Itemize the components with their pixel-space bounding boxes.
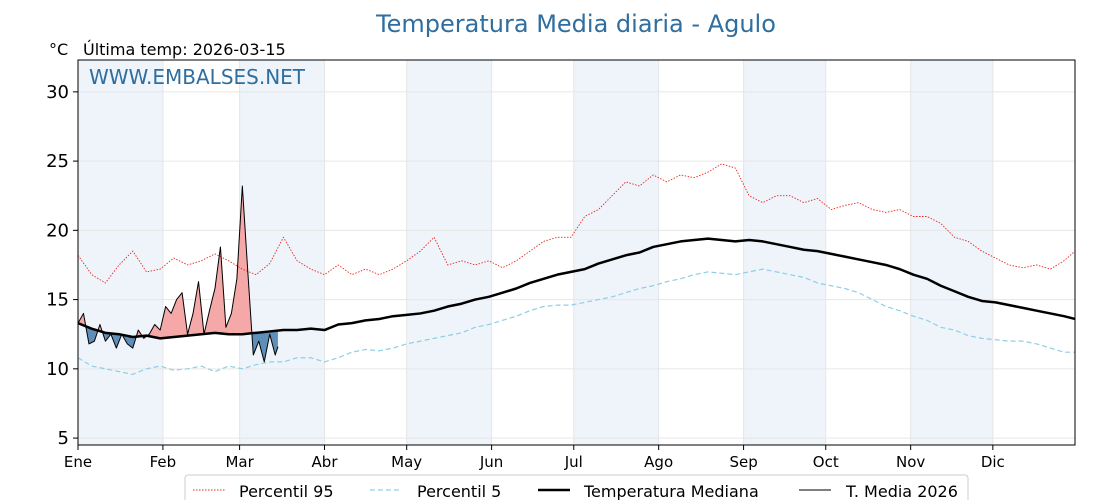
plot-frame bbox=[77, 59, 1076, 446]
chart-title: Temperatura Media diaria - Agulo bbox=[375, 10, 776, 38]
month-bands bbox=[78, 60, 993, 445]
y-tick-label: 10 bbox=[46, 359, 69, 380]
grid-lines bbox=[77, 60, 1075, 445]
month-band bbox=[743, 60, 826, 445]
x-tick-label: Oct bbox=[813, 453, 839, 471]
x-tick-label: Jun bbox=[479, 453, 503, 471]
last-temp-subtitle: Última temp: 2026-03-15 bbox=[83, 40, 286, 59]
x-tick-label: Ago bbox=[644, 453, 673, 471]
x-tick-label: Jul bbox=[564, 453, 583, 471]
legend-p95-label: Percentil 95 bbox=[239, 482, 334, 500]
y-tick-label: 5 bbox=[58, 428, 69, 449]
y-axis: 5 10 15 20 25 30 bbox=[46, 82, 78, 449]
p5-line bbox=[77, 268, 1075, 375]
legend-current-label: T. Media 2026 bbox=[845, 482, 958, 500]
p95-line bbox=[77, 163, 1076, 284]
anomaly-fills bbox=[78, 186, 278, 362]
x-tick-label: Nov bbox=[896, 453, 925, 471]
median-line bbox=[77, 237, 1076, 340]
month-band bbox=[406, 60, 492, 445]
x-axis: Ene Feb Mar Abr May Jun Jul Ago Sep Oct Nov Dic bbox=[64, 445, 1005, 471]
current-year-line bbox=[77, 185, 279, 363]
month-band bbox=[910, 60, 993, 445]
legend-box bbox=[184, 474, 969, 500]
watermark: WWW.EMBALSES.NET bbox=[89, 65, 306, 89]
legend: Percentil 95 Percentil 5 Temperatura Med… bbox=[184, 474, 969, 500]
series-lines bbox=[77, 163, 1076, 375]
x-tick-label: Feb bbox=[150, 453, 177, 471]
y-tick-label: 30 bbox=[46, 82, 69, 103]
y-tick-label: 25 bbox=[46, 151, 69, 172]
month-band bbox=[239, 60, 325, 445]
x-tick-label: Ene bbox=[64, 453, 92, 471]
month-band bbox=[573, 60, 659, 445]
legend-p5-label: Percentil 5 bbox=[417, 482, 501, 500]
unit-label: °C bbox=[49, 40, 68, 59]
x-tick-label: Mar bbox=[225, 453, 254, 471]
x-tick-label: Sep bbox=[729, 453, 757, 471]
legend-median-label: Temperatura Mediana bbox=[583, 482, 759, 500]
x-tick-label: Dic bbox=[981, 453, 1005, 471]
month-band bbox=[78, 60, 163, 445]
x-tick-label: May bbox=[391, 453, 422, 471]
y-tick-label: 15 bbox=[46, 290, 69, 311]
x-tick-label: Abr bbox=[312, 453, 339, 471]
y-tick-label: 20 bbox=[46, 220, 69, 241]
above-median-fill bbox=[78, 186, 278, 339]
